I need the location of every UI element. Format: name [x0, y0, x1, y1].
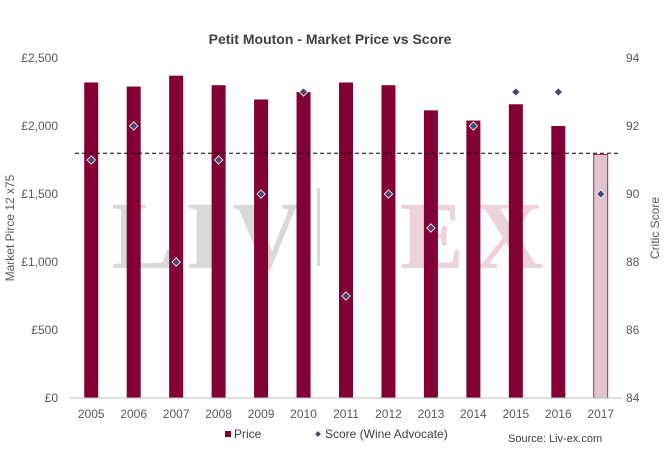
y-tick-label: £0: [45, 391, 59, 405]
chart-title: Petit Mouton - Market Price vs Score: [209, 31, 452, 47]
x-tick-label: 2015: [502, 407, 529, 421]
x-tick-label: 2007: [163, 407, 190, 421]
source-note: Source: Liv-ex.com: [508, 433, 602, 445]
x-tick-label: 2008: [205, 407, 232, 421]
score-marker: [128, 121, 139, 131]
score-marker: [596, 189, 606, 199]
y2-tick-label: 84: [626, 391, 640, 405]
y-tick-label: £2,500: [21, 51, 58, 65]
x-tick-label: 2005: [78, 407, 105, 421]
score-marker: [383, 189, 394, 199]
price-bar: [508, 104, 523, 399]
score-marker: [426, 223, 436, 233]
watermark-divider: [317, 188, 320, 266]
score-marker: [256, 189, 266, 199]
y2-axis-title: Critic Score: [648, 197, 662, 259]
x-tick-label: 2009: [248, 407, 275, 421]
x-tick-label: 2017: [587, 407, 614, 421]
score-marker: [341, 291, 351, 301]
score-marker: [511, 87, 521, 97]
y2-tick-label: 88: [626, 255, 640, 269]
price-bar: [423, 110, 438, 399]
legend-price-swatch: [225, 431, 231, 437]
price-bar: [296, 92, 311, 398]
x-tick-label: 2014: [460, 407, 487, 421]
x-tick-label: 2016: [545, 407, 572, 421]
x-tick-label: 2006: [120, 407, 147, 421]
y2-tick-label: 94: [626, 51, 640, 65]
y-axis-title: Market Pirce 12 x75: [3, 174, 17, 281]
price-bar: [126, 86, 141, 398]
x-axis: 2005 2006 2007 2008 2009 2010 2011 2012 2013 2014…: [78, 407, 615, 421]
score-marker: [171, 257, 181, 267]
x-tick-label: 2012: [375, 407, 402, 421]
score-marker: [468, 121, 479, 131]
score-marker: [86, 155, 96, 165]
score-marker: [553, 87, 564, 97]
y2-tick-label: 90: [626, 187, 640, 201]
legend: Price Score (Wine Advocate): [225, 427, 448, 441]
legend-score-label: Score (Wine Advocate): [325, 427, 448, 441]
price-bar: [169, 75, 184, 399]
y-tick-label: £2,000: [21, 119, 58, 133]
legend-price-label: Price: [234, 427, 262, 441]
y2-tick-label: 86: [626, 323, 640, 337]
x-tick-label: 2011: [333, 407, 359, 421]
price-bars: [84, 75, 609, 399]
x-tick-label: 2010: [290, 407, 317, 421]
x-tick-label: 2013: [418, 407, 445, 421]
legend-score-swatch: [315, 431, 321, 437]
price-bar: [551, 126, 566, 398]
price-bar: [84, 82, 99, 398]
y-tick-label: £1,000: [21, 255, 58, 269]
price-bar: [254, 99, 269, 398]
score-marker: [298, 87, 309, 97]
price-bar: [339, 82, 353, 398]
price-bar: [381, 85, 396, 398]
score-markers: [86, 87, 606, 301]
score-marker: [213, 155, 224, 165]
watermark-left: LIV: [111, 182, 312, 289]
y-tick-label: £500: [31, 323, 58, 337]
y-axis-right: 84 86 88 90 92 94: [626, 51, 640, 405]
y-tick-label: £1,500: [21, 187, 58, 201]
price-bar: [466, 120, 481, 398]
y2-tick-label: 92: [626, 119, 640, 133]
price-bar: [211, 85, 226, 398]
y-axis-left: £0 £500 £1,000 £1,500 £2,000 £2,500: [21, 51, 58, 405]
